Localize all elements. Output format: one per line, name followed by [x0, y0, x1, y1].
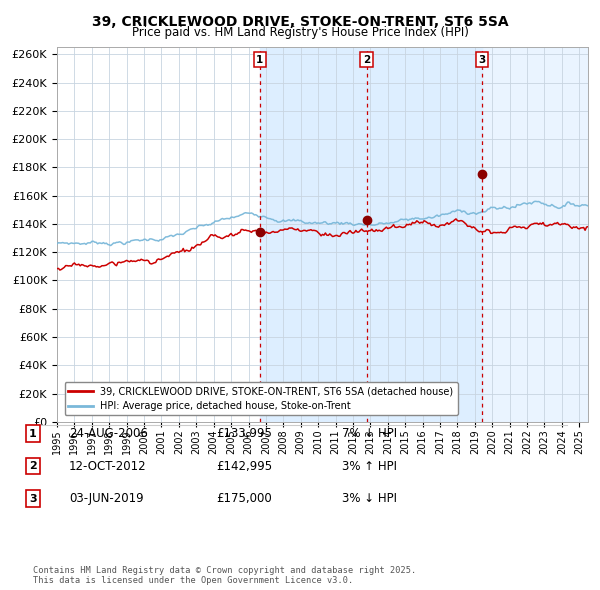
Text: 3% ↓ HPI: 3% ↓ HPI	[342, 492, 397, 505]
Text: £142,995: £142,995	[216, 460, 272, 473]
Text: 12-OCT-2012: 12-OCT-2012	[69, 460, 146, 473]
Text: Price paid vs. HM Land Registry's House Price Index (HPI): Price paid vs. HM Land Registry's House …	[131, 26, 469, 39]
Bar	[367, 47, 482, 422]
Text: Contains HM Land Registry data © Crown copyright and database right 2025.
This d: Contains HM Land Registry data © Crown c…	[33, 566, 416, 585]
Legend: 39, CRICKLEWOOD DRIVE, STOKE-ON-TRENT, ST6 5SA (detached house), HPI: Average pr: 39, CRICKLEWOOD DRIVE, STOKE-ON-TRENT, S…	[65, 382, 458, 415]
Text: 39, CRICKLEWOOD DRIVE, STOKE-ON-TRENT, ST6 5SA: 39, CRICKLEWOOD DRIVE, STOKE-ON-TRENT, S…	[92, 15, 508, 29]
Text: 2: 2	[29, 461, 37, 471]
Text: 3: 3	[479, 55, 486, 65]
Text: 1: 1	[256, 55, 263, 65]
Text: 3: 3	[29, 494, 37, 503]
Text: 03-JUN-2019: 03-JUN-2019	[69, 492, 143, 505]
Bar	[260, 47, 367, 422]
Text: 24-AUG-2006: 24-AUG-2006	[69, 427, 148, 440]
Text: 3% ↑ HPI: 3% ↑ HPI	[342, 460, 397, 473]
Text: £133,995: £133,995	[216, 427, 272, 440]
Text: 1: 1	[29, 429, 37, 438]
Text: £175,000: £175,000	[216, 492, 272, 505]
Bar	[482, 47, 588, 422]
Text: 7% ↓ HPI: 7% ↓ HPI	[342, 427, 397, 440]
Text: 2: 2	[363, 55, 370, 65]
